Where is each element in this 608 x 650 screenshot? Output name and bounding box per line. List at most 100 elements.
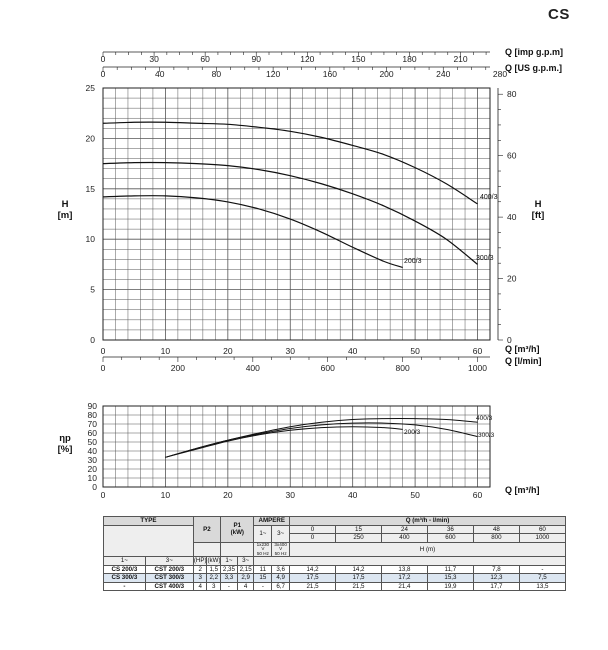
y-tick-label: 15 [86, 184, 96, 194]
eff-x-tick-label: 20 [223, 490, 233, 500]
row0-type1: CS 200/3 [103, 564, 146, 575]
head-plot-frame [102, 87, 491, 341]
top2-tick-label: 240 [436, 69, 450, 79]
eff-y-tick-label: 90 [88, 401, 98, 411]
row1-h3: 15,3 [426, 573, 474, 583]
top2-tick-label: 280 [493, 69, 507, 79]
row2-h1: 21,5 [335, 581, 382, 592]
row0-a3: 3,6 [271, 564, 291, 575]
q-lmin-2: 400 [380, 533, 428, 543]
row1-h5: 7,5 [518, 573, 567, 583]
row1-kw: 2,2 [206, 573, 222, 583]
units-spacer [253, 556, 566, 566]
eff-curve-400-3 [165, 417, 478, 458]
eff-x-tick-label: 50 [410, 490, 420, 500]
top2-tick-label: 120 [266, 69, 280, 79]
eff-y-tick-label: 40 [88, 446, 98, 456]
row2-a3: 6,7 [271, 581, 291, 592]
x-tick-label: 20 [223, 346, 233, 356]
x-tick-label: 0 [101, 346, 106, 356]
eff-y-tick-label: 70 [88, 419, 98, 429]
x2-tick-label: 0 [101, 363, 106, 373]
head-curve-label: 300/3 [476, 255, 494, 262]
row1-hp: 3 [192, 573, 208, 583]
eff-curve-label: 200/3 [404, 429, 421, 436]
x2-tick-label: 600 [321, 363, 335, 373]
header-p2: P2 [192, 516, 222, 543]
q-lmin-4: 800 [472, 533, 520, 543]
row0-a1: 11 [253, 564, 273, 575]
top1-tick-label: 150 [351, 54, 365, 64]
x2-axis-label: Q [l/min] [505, 356, 542, 366]
y-right-tick-label: 20 [507, 274, 517, 284]
row1-p1-1: 3,3 [220, 573, 238, 583]
top2-tick-label: 40 [155, 69, 165, 79]
table-subheader-row-3: 1x230 V 50 Hz 3x400 V 50 Hz H (m) [104, 541, 566, 558]
row1-type3: CST 300/3 [144, 573, 194, 583]
table-row: - CST 400/3 4 3 - 4 - 6,7 21,5 21,5 21,4… [103, 581, 567, 592]
header-h-m: H (m) [289, 541, 566, 558]
unit-kw: (kW) [206, 556, 222, 566]
eff-y-tick-label: 30 [88, 455, 98, 465]
eff-x-tick-label: 10 [161, 490, 171, 500]
row2-h3: 19,9 [426, 581, 474, 592]
row2-hp: 4 [192, 581, 208, 592]
top1-tick-label: 120 [300, 54, 314, 64]
y-tick-label: 0 [90, 335, 95, 345]
q-m3h-4: 48 [472, 524, 520, 535]
brand-logo-text: CS [548, 6, 570, 23]
type-1ph: 1~ [103, 556, 146, 566]
row1-h0: 17,5 [289, 573, 336, 583]
x2-tick-label: 800 [396, 363, 410, 373]
q-lmin-1: 250 [335, 533, 382, 543]
row0-h2: 13,8 [380, 564, 428, 575]
row1-h2: 17,2 [380, 573, 428, 583]
row0-h4: 7,8 [472, 564, 520, 575]
row2-h0: 21,5 [289, 581, 336, 592]
row2-h2: 21,4 [380, 581, 428, 592]
header-p1: P1 (kW) [220, 516, 255, 543]
header-ampere: AMPERE [253, 516, 291, 526]
x-tick-label: 10 [161, 346, 171, 356]
eff-y-axis-label: ηp [59, 433, 71, 444]
y-right-axis-label: H [535, 199, 542, 210]
table-subheader-row: 1~ 3~ 0 15 24 36 48 60 [103, 524, 567, 558]
header-type: TYPE [103, 516, 194, 526]
top2-tick-label: 80 [212, 69, 222, 79]
eff-y-tick-label: 60 [88, 428, 98, 438]
row0-type3: CST 200/3 [144, 564, 194, 575]
ampere-3ph: 3~ [271, 524, 291, 543]
x-tick-label: 50 [410, 346, 420, 356]
x-axis-label: Q [m³/h] [505, 344, 540, 354]
x2-tick-label: 200 [171, 363, 185, 373]
table-subheader-row-2: 0 250 400 600 800 1000 [104, 533, 567, 543]
eff-y-axis-unit: [%] [58, 444, 73, 455]
top2-tick-label: 200 [379, 69, 393, 79]
y-tick-label: 10 [86, 234, 96, 244]
eff-x-tick-label: 60 [473, 490, 483, 500]
eff-x-axis-label: Q [m³/h] [505, 485, 540, 495]
head-curve-label: 200/3 [404, 258, 422, 265]
table-header-row: TYPE P2 P1 (kW) AMPERE Q (m³/h - l/min) [103, 516, 566, 543]
row0-h0: 14,2 [289, 564, 336, 575]
head-curve-300-3 [102, 161, 478, 265]
top1-tick-label: 0 [101, 54, 106, 64]
eff-curve-label: 400/3 [476, 415, 493, 422]
y-right-tick-label: 60 [507, 151, 517, 161]
p1-3ph: 3~ [236, 556, 255, 566]
x-tick-label: 30 [286, 346, 296, 356]
row0-kw: 1,5 [206, 564, 222, 575]
eff-x-tick-label: 40 [348, 490, 358, 500]
row1-a3: 4,9 [271, 573, 291, 583]
table-row: CS 300/3 CST 300/3 3 2,2 3,3 2,9 15 4,9 … [103, 573, 567, 583]
y-right-tick-label: 80 [507, 89, 517, 99]
row0-h5: - [518, 564, 567, 575]
row2-kw: 3 [206, 581, 222, 592]
spec-table: TYPE P2 P1 (kW) AMPERE Q (m³/h - l/min) 1… [103, 516, 567, 592]
row2-p1-1: - [220, 581, 238, 592]
eff-x-tick-label: 0 [101, 490, 106, 500]
y-tick-label: 25 [86, 83, 96, 93]
type-spacer [103, 524, 194, 558]
top2-tick-label: 160 [323, 69, 337, 79]
x2-tick-label: 1000 [468, 363, 487, 373]
